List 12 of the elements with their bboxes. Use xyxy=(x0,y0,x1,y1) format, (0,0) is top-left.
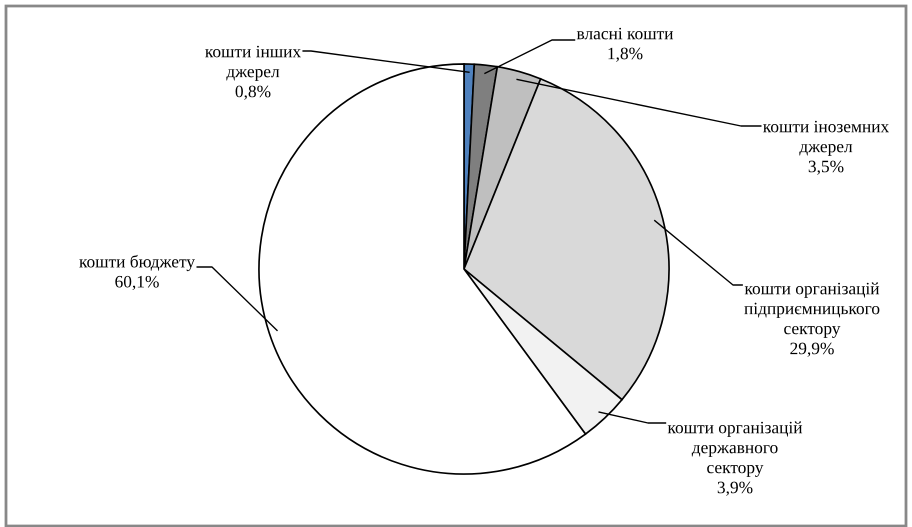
slice-label: власні кошти xyxy=(576,28,674,40)
data-label: 3,9% xyxy=(718,482,752,496)
slice-label: кошти інших джерел xyxy=(205,46,301,81)
data-label: 29,9% xyxy=(790,342,834,357)
data-label: 0,8% xyxy=(236,86,270,100)
slice-label: кошти іноземних джерел xyxy=(763,120,889,156)
data-label: 3,5% xyxy=(808,160,844,175)
slice-label: кошти організацій підприємницького сектору xyxy=(744,282,880,338)
slice-label: кошти бюджету xyxy=(79,254,195,272)
data-label: 1,8% xyxy=(608,48,642,62)
data-label: 60,1% xyxy=(115,276,159,290)
slice-label: кошти організацій державного сектору xyxy=(668,421,802,477)
